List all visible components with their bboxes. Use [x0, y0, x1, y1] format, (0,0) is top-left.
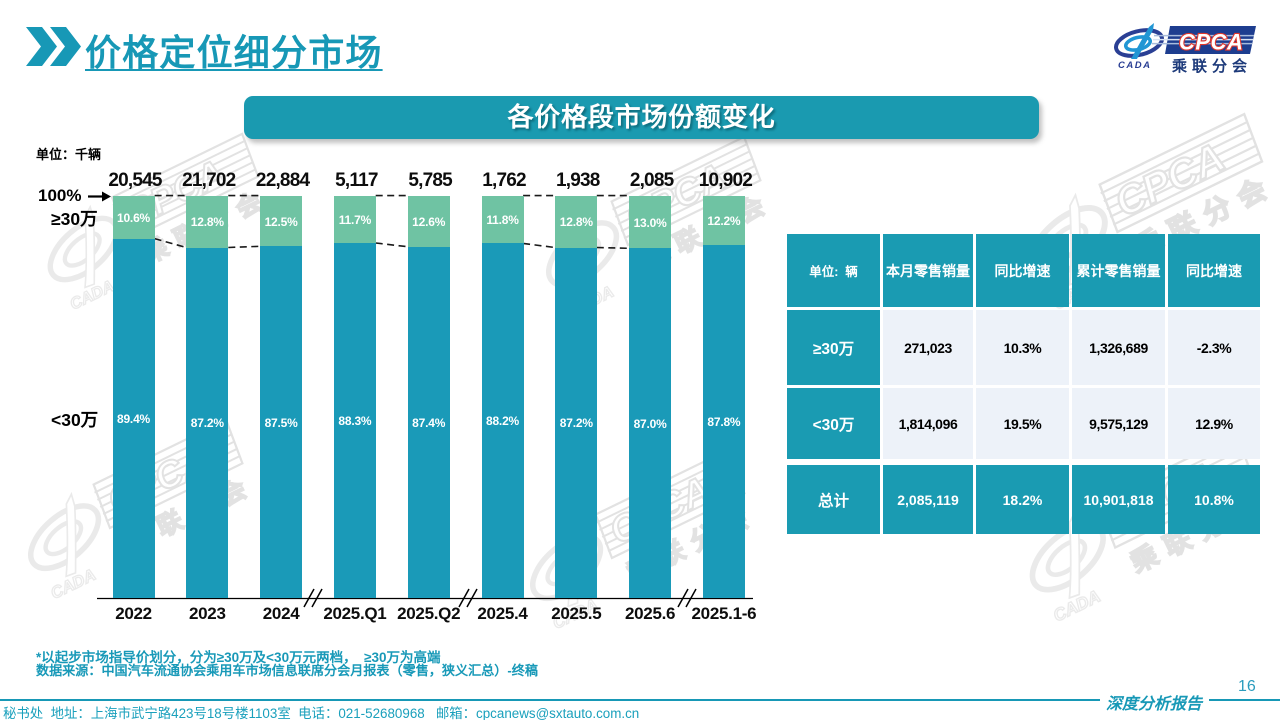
svg-text:CADA: CADA — [1118, 60, 1151, 71]
svg-text:CPCA: CPCA — [1179, 30, 1243, 55]
svg-text:乘联分会: 乘联分会 — [1171, 57, 1252, 75]
